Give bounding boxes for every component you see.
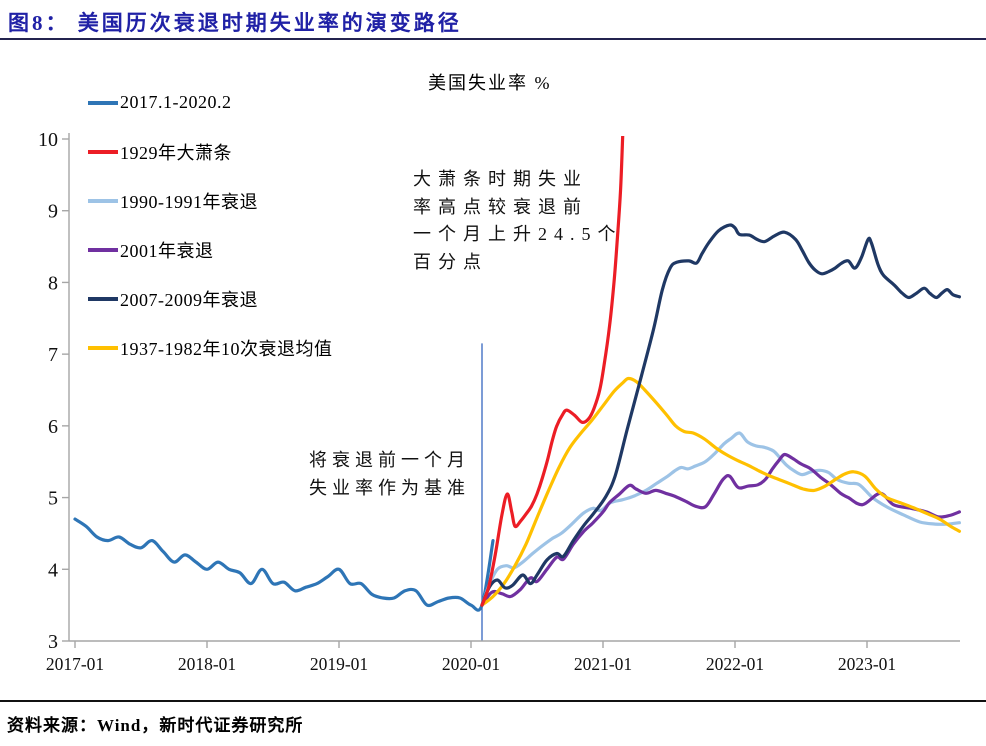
legend-item: 1937-1982年10次衰退均值 [88,323,333,372]
legend-item: 2007-2009年衰退 [88,274,333,323]
legend-swatch [88,345,118,350]
y-tick-label: 10 [38,129,58,151]
x-tick-label: 2019-01 [310,654,368,674]
legend-label: 2001年衰退 [120,240,214,261]
legend-label: 1937-1982年10次衰退均值 [120,338,333,359]
legend-item: 2017.1-2020.2 [88,78,333,127]
figure-title: 图8： 美国历次衰退时期失业率的演变路径 [8,11,462,35]
series-line-recession-1990-1991 [480,431,961,607]
y-tick-label: 3 [48,631,58,653]
legend-swatch [88,149,118,154]
legend: 2017.1-2020.2 1929年大萧条 1990-1991年衰退 2001年衰退… [88,78,333,372]
x-tick-label: 2023-01 [838,654,896,674]
y-tick-label: 4 [48,559,58,581]
title-divider [0,38,986,40]
x-tick-label: 2018-01 [178,654,236,674]
legend-label: 1929年大萧条 [120,142,232,163]
legend-label: 2007-2009年衰退 [120,289,258,310]
y-tick-label: 5 [48,488,58,510]
y-tick-label: 6 [48,416,58,438]
y-tick-label: 9 [48,201,58,223]
legend-swatch [88,296,118,301]
x-tick-label: 2017-01 [46,654,104,674]
series-line-us-2017-2020 [73,517,495,612]
x-tick-label: 2022-01 [706,654,764,674]
annotation-baseline: 将衰退前一个月 失业率作为基准 [309,450,470,498]
series-line-recession-2001 [480,452,961,607]
x-tick-label: 2021-01 [574,654,632,674]
y-tick-label: 7 [48,344,58,366]
x-tick-label: 2020-01 [442,654,500,674]
legend-swatch [88,198,118,203]
legend-label: 2017.1-2020.2 [120,92,232,112]
legend-item: 1990-1991年衰退 [88,176,333,225]
legend-item: 1929年大萧条 [88,127,333,176]
legend-swatch [88,100,118,105]
series-line-avg-10-recessions-1937-1982 [480,376,961,607]
annotation-depression: 大萧条时期失业 率高点较衰退前 一个月上升24.5个 百分点 [413,169,623,272]
series-line-depression-1929 [480,136,625,607]
legend-item: 2001年衰退 [88,225,333,274]
footer-divider [0,700,986,702]
legend-swatch [88,247,118,252]
source-note: 资料来源：Wind，新时代证券研究所 [7,716,304,735]
series-line-recession-2007-2009 [480,223,961,607]
legend-label: 1990-1991年衰退 [120,191,258,212]
chart-title: 美国失业率 % [428,73,552,93]
y-tick-label: 8 [48,272,58,294]
